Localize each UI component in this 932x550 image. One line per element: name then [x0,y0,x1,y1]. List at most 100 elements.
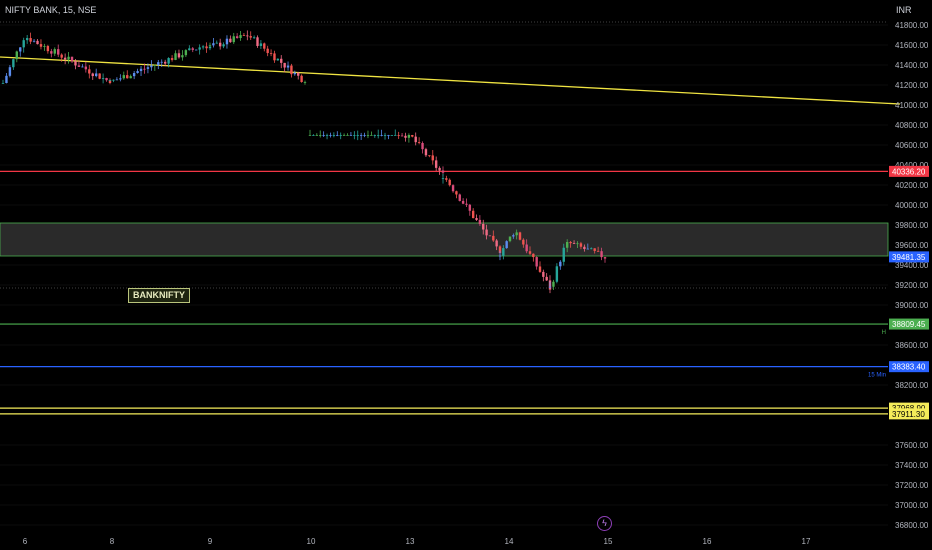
y-tick-label: 39200.00 [895,281,929,290]
y-tick-label: 39800.00 [895,221,929,230]
candle-body [346,135,349,136]
candle-body [590,248,593,250]
candle-body [1,83,5,84]
y-tick-label: 37400.00 [895,461,929,470]
candle-body [36,40,39,45]
y-tick-label: 41400.00 [895,61,929,70]
candle-body [565,242,569,248]
candle-body [339,135,342,136]
candle-body [57,49,60,55]
candle-body [407,135,411,138]
candle-body [603,257,607,259]
y-tick-label: 38600.00 [895,341,929,350]
candle-body [91,73,94,77]
candle-body [53,49,56,54]
candle-body [525,244,528,252]
support-blue-tag-bg [889,361,929,373]
candle-body [370,135,373,136]
y-tick-label: 39600.00 [895,241,929,250]
y-tick-label: 40200.00 [895,181,929,190]
candle-body [441,170,445,173]
supply-demand-zone [0,222,889,257]
horizontal-levels: H 15 Min [0,170,888,415]
candle-body [505,241,508,249]
candle-body [303,82,307,83]
candle-body [363,135,366,136]
candle-body [576,243,579,245]
candle-body [545,276,548,281]
candle-body [25,38,29,41]
candle-body [280,58,283,63]
price-axis: 41800.00 41600.00 41400.00 41200.00 41000.00… [895,21,929,530]
candle-body [115,79,119,81]
candle-body [60,54,63,58]
candle-body [458,194,461,201]
candle-body [498,255,502,257]
candle-body [29,38,32,42]
candle-body [215,42,218,44]
candle-body [475,218,478,220]
candle-body [235,36,239,39]
y-tick-label: 39400.00 [895,261,929,270]
candle-body [332,135,336,136]
x-tick-label: 14 [505,537,514,546]
candle-body [256,37,259,46]
x-tick-label: 13 [406,537,415,546]
candle-body [325,135,329,136]
x-tick-label: 8 [110,537,115,546]
candle-body [353,135,356,136]
candle-body [249,36,252,38]
candle-body [15,51,19,60]
candle-body [208,45,212,47]
candle-body [98,73,101,79]
candle-body [70,56,74,62]
candle-body [411,135,414,137]
candle-body [50,51,53,54]
last-price-tag-bg [889,251,929,263]
candle-body [8,67,12,76]
candle-body [518,232,522,240]
x-tick-label: 17 [802,537,811,546]
candle-body [366,135,370,136]
candle-body [63,57,67,60]
candle-body [515,232,518,236]
candle-body [315,135,319,136]
y-tick-label: 37600.00 [895,441,929,450]
candle-body [12,59,15,68]
candle-body [583,246,586,250]
support-yellow-2-tag-bg [889,408,929,420]
last-price-tag: 39481.35 [892,253,926,262]
lightning-icon[interactable]: ϟ [597,516,612,531]
candle-body [404,135,407,138]
y-tick-label: 40800.00 [895,121,929,130]
y-tick-label: 41200.00 [895,81,929,90]
candle-body [239,35,242,39]
resistance-tag-bg [889,165,929,177]
candle-body [579,243,583,247]
candle-body [46,46,50,52]
candle-body [428,155,431,157]
y-tick-label: 40000.00 [895,201,929,210]
candle-body [153,64,157,66]
candle-body [424,149,428,156]
candle-body [252,37,256,39]
candle-body [43,46,46,47]
candle-body [229,38,232,43]
candle-body [322,135,325,136]
candle-body [445,178,448,180]
candle-body [269,53,273,54]
candle-body [387,135,390,136]
candle-body [88,69,91,74]
candle-body [132,73,136,77]
candle-body [225,38,229,45]
candle-body [32,40,36,42]
candle-body [380,135,383,136]
support-green-tag: 38809.45 [892,320,926,329]
trendline[interactable] [0,56,901,105]
candle-body [5,75,8,83]
candle-body [417,142,421,144]
candle-body [512,235,515,237]
candle-body [150,65,153,68]
banknifty-badge[interactable]: BANKNIFTY [128,288,190,303]
